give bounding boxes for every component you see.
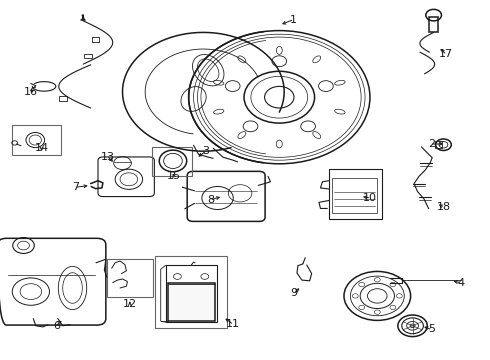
Text: 9: 9 xyxy=(291,288,297,298)
Text: 15: 15 xyxy=(167,171,181,181)
Text: 14: 14 xyxy=(35,143,49,153)
Bar xyxy=(329,169,382,219)
Text: 12: 12 xyxy=(123,299,137,309)
Text: 3: 3 xyxy=(202,146,209,156)
Bar xyxy=(12,125,61,155)
Bar xyxy=(107,259,153,297)
Text: 1: 1 xyxy=(290,15,296,25)
Bar xyxy=(92,37,99,42)
Bar xyxy=(168,283,215,321)
Text: 4: 4 xyxy=(457,278,464,288)
Text: 16: 16 xyxy=(24,87,37,97)
Text: 13: 13 xyxy=(101,152,115,162)
Bar xyxy=(152,147,192,176)
Bar xyxy=(155,256,227,328)
Text: 2: 2 xyxy=(428,139,435,149)
Bar xyxy=(166,265,217,322)
Text: 18: 18 xyxy=(437,202,450,212)
Text: 8: 8 xyxy=(207,195,214,205)
Text: 5: 5 xyxy=(428,324,435,334)
Bar xyxy=(84,54,92,58)
Bar xyxy=(435,141,442,148)
Text: 10: 10 xyxy=(363,193,377,203)
Text: 17: 17 xyxy=(439,49,453,59)
Bar xyxy=(332,178,377,213)
Text: 7: 7 xyxy=(73,182,79,192)
Text: 6: 6 xyxy=(53,321,60,331)
Bar xyxy=(59,96,67,101)
Text: 11: 11 xyxy=(226,319,240,329)
Bar xyxy=(429,17,438,32)
